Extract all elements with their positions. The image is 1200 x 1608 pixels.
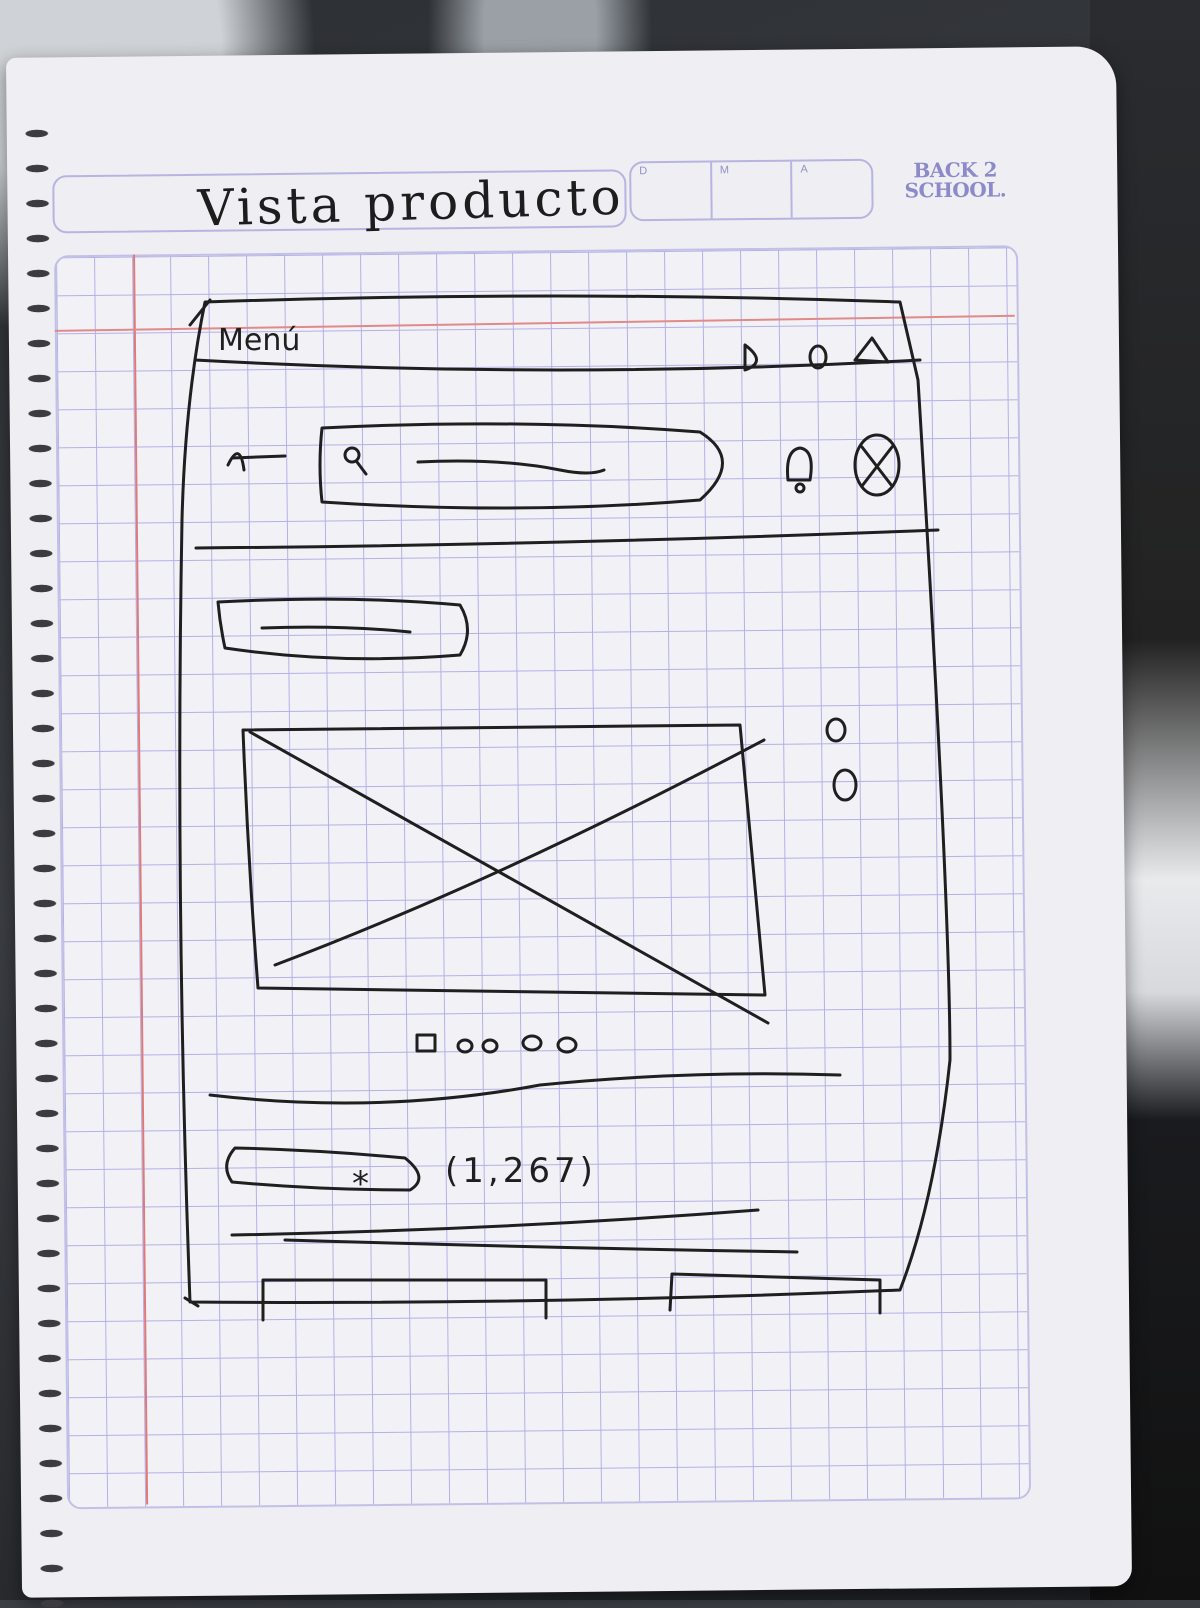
search-bar [318,422,724,510]
search-icon-handle [355,460,368,476]
rating-count: (1,267) [445,1151,597,1191]
rating-pill [225,1146,421,1192]
category-pill [216,597,469,661]
carousel-dot-3 [521,1034,543,1052]
close-circle-cross [860,445,894,488]
side-dot-1 [825,717,847,743]
carousel-dot-4 [556,1036,578,1054]
phone-frame [178,294,952,1304]
content-divider [208,1072,842,1105]
top-bar-outline [188,298,922,372]
circle-icon [808,344,828,370]
triangle-icon [853,336,890,364]
bell-icon-clapper [794,482,806,494]
carousel-indicator-active [415,1033,437,1053]
back-arrow-icon [226,452,287,472]
product-image-cross-1 [248,730,770,1025]
close-circle-icon [853,433,901,497]
carousel-dot-1 [456,1038,474,1054]
rating-star: * [352,1164,369,1204]
description-line-2 [283,1238,799,1254]
description-line-1 [230,1208,760,1237]
menu-label: Menú [218,323,300,358]
search-icon [343,446,361,464]
carousel-dot-2 [481,1038,499,1054]
frame-corner-mark [183,1296,200,1308]
play-icon [743,343,758,372]
product-image-cross-2 [273,738,766,967]
search-placeholder-line [416,459,606,475]
header-divider [194,528,940,550]
bell-icon [786,446,813,482]
right-button [668,1272,882,1315]
side-dot-2 [832,768,858,802]
product-image-box [241,723,767,997]
left-button [261,1278,548,1322]
category-pill-line [260,625,412,634]
